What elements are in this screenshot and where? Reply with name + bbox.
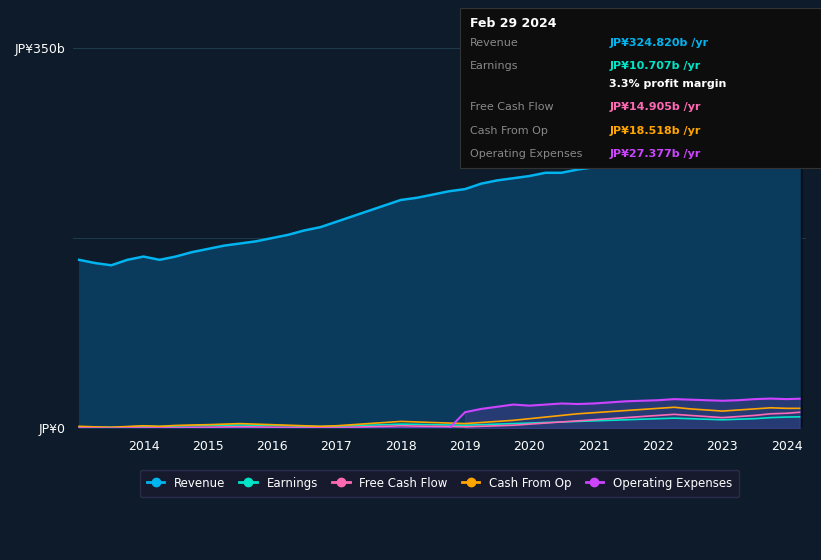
Text: Free Cash Flow: Free Cash Flow xyxy=(470,102,553,113)
Text: Revenue: Revenue xyxy=(470,38,518,48)
Bar xyxy=(768,15,803,428)
Legend: Revenue, Earnings, Free Cash Flow, Cash From Op, Operating Expenses: Revenue, Earnings, Free Cash Flow, Cash … xyxy=(140,470,739,497)
Text: Earnings: Earnings xyxy=(470,62,518,71)
Text: JP¥27.377b /yr: JP¥27.377b /yr xyxy=(609,150,700,160)
Text: JP¥14.905b /yr: JP¥14.905b /yr xyxy=(609,102,700,113)
Text: Operating Expenses: Operating Expenses xyxy=(470,150,582,160)
Text: JP¥18.518b /yr: JP¥18.518b /yr xyxy=(609,126,700,136)
Text: Feb 29 2024: Feb 29 2024 xyxy=(470,17,556,30)
Text: 3.3% profit margin: 3.3% profit margin xyxy=(609,79,727,89)
Text: JP¥324.820b /yr: JP¥324.820b /yr xyxy=(609,38,709,48)
Text: JP¥10.707b /yr: JP¥10.707b /yr xyxy=(609,62,700,71)
Text: Cash From Op: Cash From Op xyxy=(470,126,548,136)
